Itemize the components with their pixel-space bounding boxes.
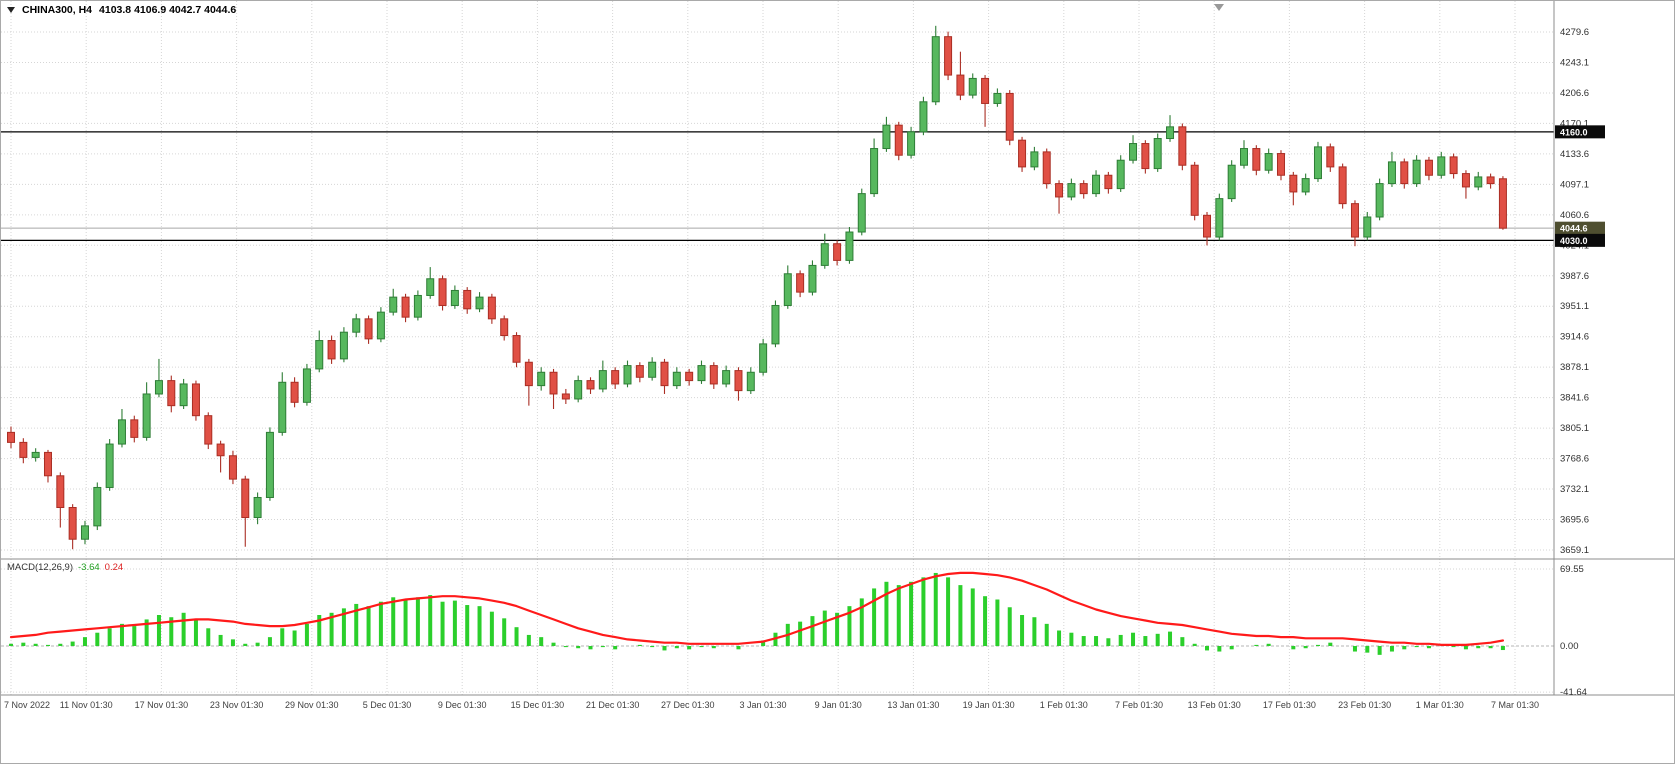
price-tag-4030.0 [1555, 233, 1605, 247]
svg-text:4160.0: 4160.0 [1560, 127, 1588, 137]
svg-text:4133.6: 4133.6 [1560, 149, 1589, 160]
macd-indicator-label: MACD(12,26,9) -3.64 0.24 [7, 562, 123, 573]
macd-name: MACD(12,26,9) [7, 562, 73, 573]
macd-signal-line [9, 571, 1505, 647]
svg-text:13 Feb 01:30: 13 Feb 01:30 [1188, 700, 1241, 710]
svg-text:4097.1: 4097.1 [1560, 179, 1589, 190]
svg-text:3987.6: 3987.6 [1560, 271, 1589, 282]
svg-text:0.00: 0.00 [1560, 641, 1579, 652]
symbol-ohlc-readout: CHINA300, H4 4103.8 4106.9 4042.7 4044.6 [7, 4, 236, 16]
svg-text:7 Feb 01:30: 7 Feb 01:30 [1115, 700, 1163, 710]
svg-text:29 Nov 01:30: 29 Nov 01:30 [285, 700, 339, 710]
symbol-timeframe-label: CHINA300, H4 [22, 4, 93, 16]
chart-plot-area[interactable] [1, 1, 1554, 695]
svg-text:17 Feb 01:30: 17 Feb 01:30 [1263, 700, 1316, 710]
time-axis[interactable]: 7 Nov 2022 11 Nov 01:30 17 Nov 01:30 23 Nov… [1, 695, 1554, 713]
svg-text:5 Dec 01:30: 5 Dec 01:30 [363, 700, 412, 710]
svg-text:4206.6: 4206.6 [1560, 88, 1589, 99]
horizontal-level-lines[interactable] [1, 131, 1554, 242]
macd-main-value: -3.64 [78, 562, 100, 573]
price-tag-4160.0 [1555, 125, 1605, 139]
svg-text:4170.1: 4170.1 [1560, 118, 1589, 129]
svg-text:9 Dec 01:30: 9 Dec 01:30 [438, 700, 487, 710]
svg-text:4044.6: 4044.6 [1560, 224, 1588, 234]
macd-histogram [9, 572, 1505, 655]
svg-text:1 Feb 01:30: 1 Feb 01:30 [1040, 700, 1088, 710]
macd-axis[interactable]: 69.55 0.00 -41.64 [1560, 564, 1587, 698]
svg-text:21 Dec 01:30: 21 Dec 01:30 [586, 700, 640, 710]
svg-text:3695.6: 3695.6 [1560, 515, 1589, 526]
svg-text:27 Dec 01:30: 27 Dec 01:30 [661, 700, 715, 710]
price-axis[interactable]: 4279.6 4243.1 4206.6 4170.1 4133.6 4097.1 4060… [1554, 1, 1675, 559]
svg-text:7 Nov 2022: 7 Nov 2022 [4, 700, 50, 710]
svg-text:3768.6: 3768.6 [1560, 454, 1589, 465]
svg-text:15 Dec 01:30: 15 Dec 01:30 [511, 700, 565, 710]
grid-lines [1, 1, 1554, 695]
svg-text:9 Jan 01:30: 9 Jan 01:30 [815, 700, 862, 710]
svg-text:3732.1: 3732.1 [1560, 484, 1589, 495]
svg-text:13 Jan 01:30: 13 Jan 01:30 [887, 700, 939, 710]
panel-frames [1, 1, 1674, 696]
svg-text:23 Feb 01:30: 23 Feb 01:30 [1338, 700, 1391, 710]
dropdown-arrow-icon[interactable] [7, 7, 15, 13]
svg-text:4030.0: 4030.0 [1560, 236, 1588, 246]
svg-text:1 Mar 01:30: 1 Mar 01:30 [1416, 700, 1464, 710]
svg-text:3 Jan 01:30: 3 Jan 01:30 [739, 700, 786, 710]
ohlc-values: 4103.8 4106.9 4042.7 4044.6 [99, 4, 237, 16]
price-tag-4044.6 [1555, 221, 1605, 235]
svg-text:19 Jan 01:30: 19 Jan 01:30 [963, 700, 1015, 710]
candlestick-series[interactable] [7, 25, 1507, 550]
svg-text:3951.1: 3951.1 [1560, 301, 1589, 312]
svg-text:-41.64: -41.64 [1560, 687, 1587, 698]
svg-text:69.55: 69.55 [1560, 564, 1584, 575]
svg-text:4279.6: 4279.6 [1560, 27, 1589, 38]
svg-text:3659.1: 3659.1 [1560, 545, 1589, 556]
svg-text:3878.1: 3878.1 [1560, 362, 1589, 373]
price-tags: 4160.0 4044.6 4030.0 [1555, 125, 1605, 247]
svg-text:4243.1: 4243.1 [1560, 57, 1589, 68]
svg-text:3841.6: 3841.6 [1560, 393, 1589, 404]
svg-text:11 Nov 01:30: 11 Nov 01:30 [60, 700, 113, 710]
svg-text:3914.6: 3914.6 [1560, 332, 1589, 343]
svg-text:17 Nov 01:30: 17 Nov 01:30 [135, 700, 189, 710]
svg-text:23 Nov 01:30: 23 Nov 01:30 [210, 700, 264, 710]
svg-text:7 Mar 01:30: 7 Mar 01:30 [1491, 700, 1539, 710]
chart-shift-marker-icon [1214, 4, 1224, 11]
svg-text:3805.1: 3805.1 [1560, 423, 1589, 434]
macd-signal-value: 0.24 [104, 562, 124, 573]
svg-text:4060.6: 4060.6 [1560, 210, 1589, 221]
